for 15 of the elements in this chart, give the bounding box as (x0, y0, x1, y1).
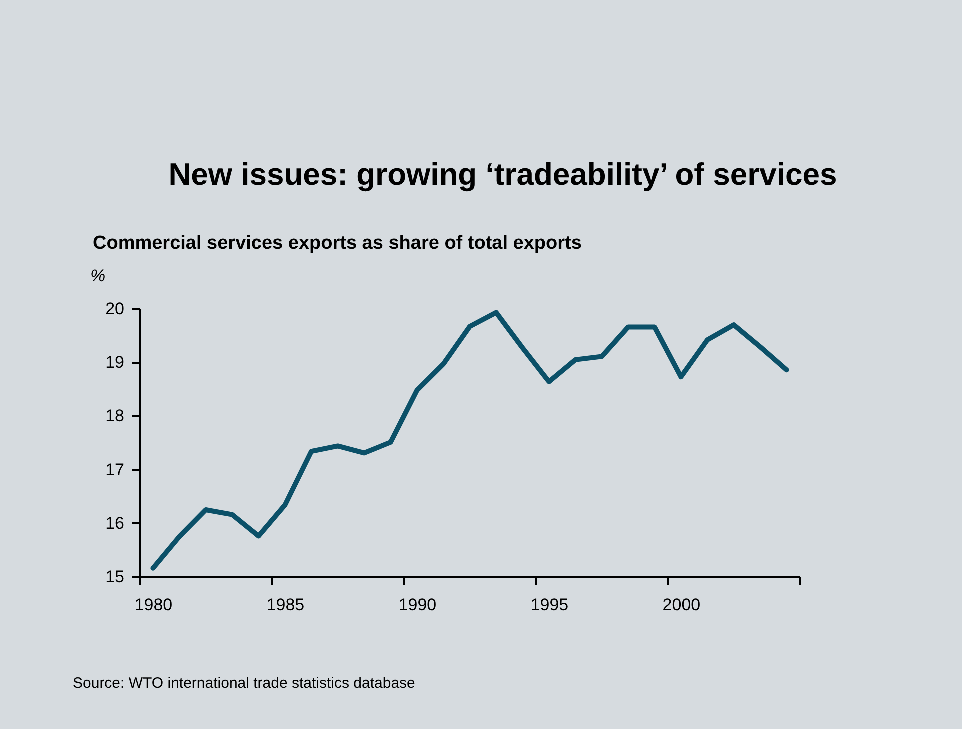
x-tick-label: 1995 (530, 596, 569, 614)
y-tick-label: 18 (106, 406, 124, 426)
y-tick-label: 15 (106, 568, 124, 586)
y-tick-label: 20 (106, 300, 124, 318)
source-note: Source: WTO international trade statistics database (73, 675, 416, 692)
y-tick-label: 17 (106, 460, 124, 480)
y-tick-label: 19 (106, 353, 124, 372)
x-tick-label: 2000 (662, 596, 701, 614)
x-tick-label: 1980 (134, 596, 173, 614)
chart-title: New issues: growing ‘tradeability’ of services (168, 157, 838, 192)
y-axis-title: % (90, 266, 106, 286)
x-tick-label: 1990 (398, 596, 437, 614)
chart-subtitle: Commercial services exports as share of total exports (93, 233, 582, 254)
x-tick-label: 1985 (266, 596, 305, 614)
y-tick-label: 16 (106, 514, 124, 533)
